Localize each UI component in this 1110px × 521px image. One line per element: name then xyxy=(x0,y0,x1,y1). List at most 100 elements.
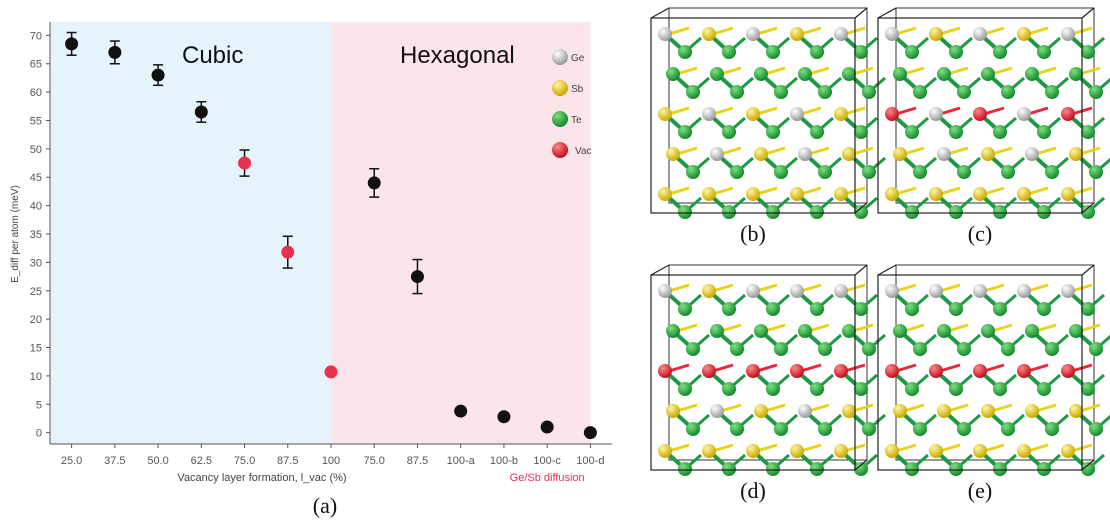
y-tick-label: 15 xyxy=(30,343,42,355)
atom xyxy=(885,107,899,121)
cell-front xyxy=(877,274,1083,471)
structure-panels: (b) (c) (d) (e) xyxy=(650,7,1110,503)
y-ticks: 0 5 10 15 20 25 30 35 40 45 50 55 60 65 70 xyxy=(30,30,50,440)
atom xyxy=(1045,422,1059,436)
structure-panel-label: (d) xyxy=(740,478,766,503)
atom xyxy=(1045,165,1059,179)
legend-label: Ge xyxy=(571,53,585,64)
panel-label-a: (a) xyxy=(313,493,337,518)
atom xyxy=(678,45,692,59)
atom xyxy=(949,302,963,316)
atom xyxy=(929,444,943,458)
atom xyxy=(1017,364,1031,378)
structure-panel-label: (b) xyxy=(740,221,766,246)
cell-front xyxy=(650,274,856,471)
atom xyxy=(722,45,736,59)
marker xyxy=(108,45,122,59)
structure-panel-label: (c) xyxy=(968,221,992,246)
atom xyxy=(905,462,919,476)
x-tick-label: 75.0 xyxy=(364,455,385,467)
y-tick-label: 10 xyxy=(30,371,42,383)
y-tick-label: 65 xyxy=(30,59,42,71)
x-tick: 100-a xyxy=(447,444,476,467)
atom xyxy=(929,284,943,298)
marker xyxy=(281,245,295,259)
atom xyxy=(981,324,995,338)
atom xyxy=(885,444,899,458)
atoms xyxy=(658,284,876,476)
region-label-cubic: Cubic xyxy=(182,42,243,69)
atom xyxy=(730,342,744,356)
atom xyxy=(790,284,804,298)
annotation-ge-sb-diffusion: Ge/Sb diffusion xyxy=(510,472,585,484)
marker xyxy=(65,37,79,51)
structure-panel: (c) xyxy=(877,7,1110,246)
atom xyxy=(774,85,788,99)
y-tick: 60 xyxy=(30,87,50,99)
cell-back xyxy=(895,264,1095,461)
y-tick-label: 45 xyxy=(30,172,42,184)
atom xyxy=(658,364,672,378)
y-tick-label: 40 xyxy=(30,201,42,213)
atom xyxy=(937,404,951,418)
atom xyxy=(766,125,780,139)
atom xyxy=(658,107,672,121)
atom xyxy=(1089,342,1103,356)
x-tick-label: 100 xyxy=(322,455,340,467)
atom xyxy=(686,342,700,356)
atom xyxy=(798,147,812,161)
x-axis-label: Vacancy layer formation, l_vac (%) xyxy=(177,472,346,484)
atom xyxy=(1025,67,1039,81)
atom xyxy=(993,462,1007,476)
atom xyxy=(666,324,680,338)
atom xyxy=(678,382,692,396)
atom xyxy=(1001,165,1015,179)
atom xyxy=(981,147,995,161)
region-hexagonal xyxy=(331,22,591,444)
atom xyxy=(957,422,971,436)
atom xyxy=(929,187,943,201)
atom xyxy=(710,67,724,81)
atom xyxy=(1081,45,1095,59)
legend-entry: Vac xyxy=(552,142,592,158)
x-tick: 62.5 xyxy=(191,444,212,467)
atom xyxy=(949,462,963,476)
y-tick: 40 xyxy=(30,201,50,213)
x-tick: 50.0 xyxy=(147,444,169,467)
atom xyxy=(1025,404,1039,418)
atom xyxy=(702,187,716,201)
structure-panel-label: (e) xyxy=(968,478,992,503)
x-tick: 87.5 xyxy=(277,444,298,467)
x-tick: 87.5 xyxy=(407,444,428,467)
atom xyxy=(722,462,736,476)
atom xyxy=(854,205,868,219)
atom xyxy=(854,462,868,476)
atom xyxy=(754,324,768,338)
legend-swatch xyxy=(552,80,568,96)
y-tick: 0 xyxy=(36,428,50,440)
atoms xyxy=(885,284,1103,476)
marker xyxy=(454,404,468,418)
atom xyxy=(1089,422,1103,436)
atom xyxy=(754,404,768,418)
atom xyxy=(798,67,812,81)
data-point xyxy=(410,258,424,295)
atom xyxy=(834,187,848,201)
atom xyxy=(973,284,987,298)
atom xyxy=(746,444,760,458)
atom xyxy=(746,107,760,121)
x-tick-label: 100-c xyxy=(533,455,561,467)
atom xyxy=(854,302,868,316)
atom xyxy=(1061,284,1075,298)
y-tick: 5 xyxy=(36,399,50,411)
atom xyxy=(810,382,824,396)
y-tick-label: 0 xyxy=(36,428,42,440)
atom xyxy=(834,444,848,458)
y-tick: 55 xyxy=(30,115,50,127)
atom xyxy=(905,125,919,139)
y-tick: 65 xyxy=(30,59,50,71)
atom xyxy=(1061,364,1075,378)
legend-swatch xyxy=(552,111,568,127)
y-tick: 50 xyxy=(30,144,50,156)
atom xyxy=(746,284,760,298)
